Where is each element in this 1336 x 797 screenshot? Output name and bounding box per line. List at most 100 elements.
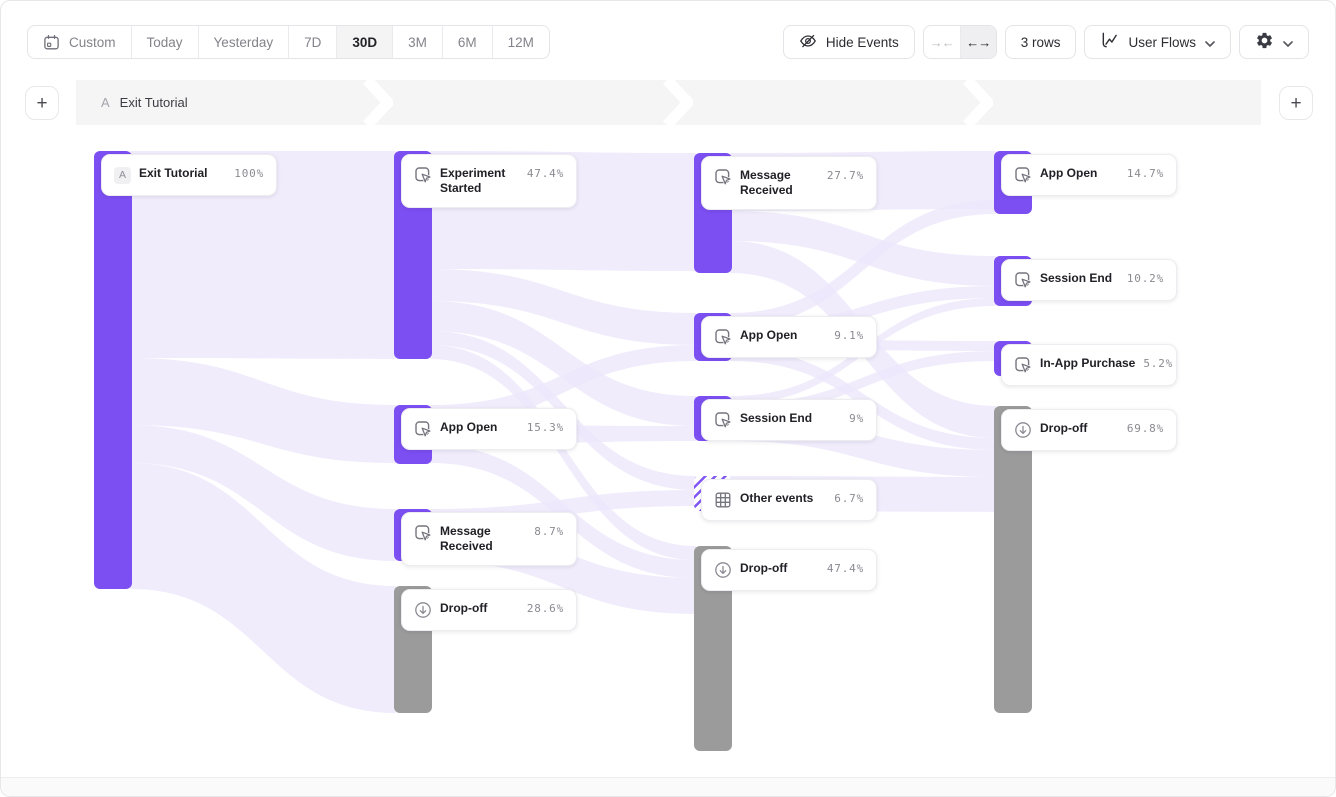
date-range-12m[interactable]: 12M: [493, 26, 549, 58]
event-icon: [1014, 271, 1032, 289]
node-percent: 10.2%: [1126, 272, 1164, 285]
step-separator-chevron-icon: [663, 80, 693, 125]
flow-node-bar[interactable]: [94, 151, 132, 589]
event-icon: [414, 420, 432, 438]
toolbar-actions: Hide Events →← ←→ 3 rows User Flows: [782, 25, 1309, 59]
flow-node-card[interactable]: Experiment Started 47.4%: [401, 154, 577, 208]
flow-ribbon[interactable]: [730, 200, 996, 327]
flow-node-card[interactable]: App Open 9.1%: [701, 316, 877, 358]
date-range-6m[interactable]: 6M: [443, 26, 493, 58]
date-range-7d[interactable]: 7D: [289, 26, 338, 58]
node-label: In-App Purchase: [1040, 356, 1136, 370]
dropoff-icon: [1014, 421, 1032, 439]
event-icon: [414, 166, 432, 184]
rows-label: 3 rows: [1020, 34, 1061, 50]
date-range-label: 3M: [408, 34, 427, 50]
gear-icon: [1255, 31, 1274, 53]
node-percent: 47.4%: [826, 562, 864, 575]
step-badge: A: [101, 95, 110, 110]
event-icon: [714, 328, 732, 346]
flow-ribbon[interactable]: [130, 425, 396, 561]
flow-ribbon[interactable]: [730, 211, 996, 286]
view-selector-button[interactable]: User Flows: [1084, 25, 1231, 59]
node-percent: 69.8%: [1126, 422, 1164, 435]
flow-node-card[interactable]: Session End 9%: [701, 399, 877, 441]
node-label: Drop-off: [1040, 421, 1088, 435]
date-range-label: 7D: [304, 34, 322, 50]
event-icon: [714, 411, 732, 429]
flow-node-card[interactable]: App Open 14.7%: [1001, 154, 1177, 196]
date-range-30d[interactable]: 30D: [337, 26, 394, 58]
date-range-label: Custom: [69, 34, 116, 50]
grid-icon: [714, 491, 732, 509]
flow-node-card[interactable]: A Exit Tutorial 100%: [101, 154, 277, 196]
arrows-inward-icon: →←: [929, 34, 955, 50]
event-icon: [414, 524, 432, 542]
flow-ribbon[interactable]: [430, 345, 696, 425]
add-step-right-button[interactable]: +: [1279, 86, 1313, 120]
step-separator-chevron-icon: [363, 80, 393, 125]
node-percent: 5.2%: [1143, 357, 1174, 370]
expand-columns-button[interactable]: ←→: [959, 26, 996, 58]
flow-node-card[interactable]: App Open 15.3%: [401, 408, 577, 450]
flow-node-card[interactable]: Message Received 8.7%: [401, 512, 577, 566]
flow-node-card[interactable]: Drop-off 47.4%: [701, 549, 877, 591]
date-range-3m[interactable]: 3M: [393, 26, 443, 58]
flow-ribbon[interactable]: [430, 269, 696, 345]
chevron-down-icon: [1283, 35, 1293, 50]
collapse-columns-button[interactable]: →←: [924, 26, 960, 58]
view-selector-label: User Flows: [1128, 34, 1196, 50]
flow-node-card[interactable]: Drop-off 28.6%: [401, 589, 577, 631]
node-label: Experiment Started: [440, 166, 506, 195]
step-header-band: A Exit Tutorial: [76, 80, 1261, 125]
node-label: Session End: [1040, 271, 1113, 285]
step-header-item[interactable]: A Exit Tutorial: [101, 95, 188, 110]
settings-button[interactable]: [1239, 25, 1309, 59]
event-icon: [714, 168, 732, 186]
event-icon: [1014, 166, 1032, 184]
node-percent: 8.7%: [534, 525, 564, 538]
flow-ribbon[interactable]: [430, 345, 696, 560]
flow-node-card[interactable]: Message Received 27.7%: [701, 156, 877, 210]
node-label: Exit Tutorial: [139, 166, 208, 180]
flow-ribbon[interactable]: [130, 463, 396, 713]
date-range-yesterday[interactable]: Yesterday: [199, 26, 290, 58]
node-percent: 100%: [234, 167, 264, 180]
date-range-today[interactable]: Today: [132, 26, 199, 58]
node-percent: 14.7%: [1126, 167, 1164, 180]
node-label: Other events: [740, 491, 814, 505]
step-letter-badge: A: [114, 166, 131, 184]
date-range-label: 30D: [352, 34, 378, 50]
sankey-chart: A Exit Tutorial 100% Experiment Started 47.4…: [1, 125, 1335, 777]
flow-ribbon[interactable]: [430, 301, 696, 426]
hide-events-button[interactable]: Hide Events: [782, 25, 915, 59]
flow-node-card[interactable]: Other events 6.7%: [701, 479, 877, 521]
date-range-custom[interactable]: Custom: [28, 26, 132, 58]
node-percent: 6.7%: [834, 492, 864, 505]
flow-ribbon[interactable]: [130, 358, 396, 463]
toolbar: Custom Today Yesterday 7D 30D 3M 6M 12M Hide Ev…: [27, 25, 1309, 59]
rows-button[interactable]: 3 rows: [1004, 25, 1077, 59]
step-separator-chevron-icon: [963, 80, 993, 125]
flow-node-card[interactable]: In-App Purchase 5.2%: [1001, 344, 1177, 386]
node-label: App Open: [740, 328, 798, 342]
hide-events-label: Hide Events: [825, 34, 899, 50]
date-range-label: Today: [146, 34, 183, 50]
flow-node-bar[interactable]: [994, 406, 1032, 713]
node-percent: 9%: [849, 412, 864, 425]
flow-ribbon[interactable]: [130, 151, 396, 359]
add-step-left-button[interactable]: +: [25, 86, 59, 120]
footer-strip: [1, 777, 1335, 796]
date-range-label: 12M: [507, 34, 534, 50]
flow-node-card[interactable]: Drop-off 69.8%: [1001, 409, 1177, 451]
flow-ribbon[interactable]: [730, 351, 996, 414]
node-label: Drop-off: [440, 601, 488, 615]
node-label: Message Received: [440, 524, 493, 553]
chevron-down-icon: [1205, 35, 1215, 50]
date-range-group: Custom Today Yesterday 7D 30D 3M 6M 12M: [27, 25, 550, 59]
flow-node-card[interactable]: Session End 10.2%: [1001, 259, 1177, 301]
node-percent: 9.1%: [834, 329, 864, 342]
node-label: Session End: [740, 411, 813, 425]
